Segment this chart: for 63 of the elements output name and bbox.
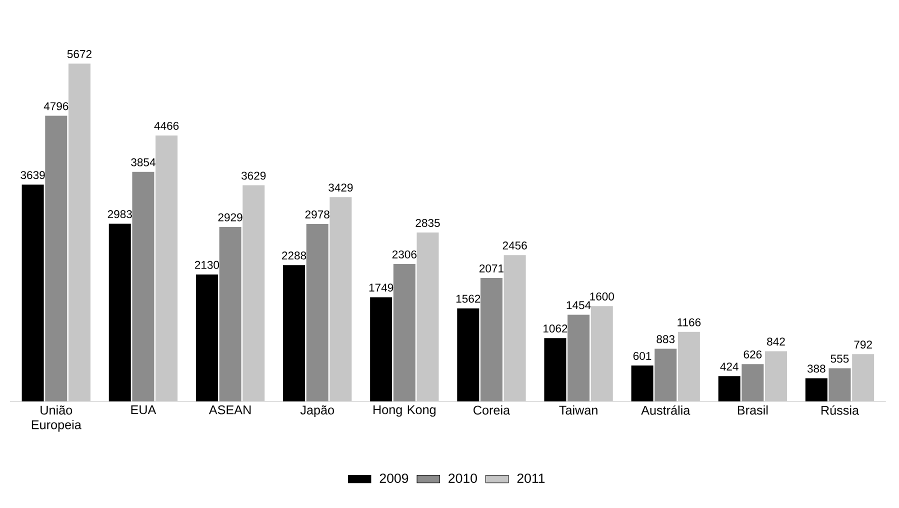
x-tick-label: EUA [131,405,156,414]
legend-label: 2011 [517,474,545,483]
data-label: 3429 [328,184,353,192]
x-tick-label: Hong Kong [374,405,436,417]
data-label: 2071 [479,264,504,272]
data-label: 2835 [416,218,440,227]
data-label: 2983 [108,210,132,218]
bar [22,184,44,402]
data-label: 2929 [218,213,242,222]
data-label: 424 [720,362,738,370]
data-label: 2456 [502,242,527,250]
data-label: 4466 [154,122,179,130]
bar [631,366,654,402]
data-label: 1062 [544,324,568,332]
data-label: 388 [807,364,826,373]
data-label: 2306 [392,250,416,258]
data-label: 842 [767,338,785,346]
bar [742,364,764,402]
bar [393,264,416,402]
data-label: 883 [656,335,675,344]
bar [306,224,328,402]
data-label: 2130 [194,260,220,269]
data-label: 601 [633,352,652,360]
data-label: 1749 [369,284,394,292]
x-tick-label: Brasil [738,405,768,415]
x-tick-label: Austrália [641,405,690,415]
x-tick-label: Japão [300,405,334,418]
bar [805,378,828,402]
data-label: 792 [854,340,872,349]
x-tick-label: Taiwan [559,405,598,415]
bar [654,348,677,402]
data-label: 1454 [566,301,591,310]
bar [132,172,154,402]
bar [718,376,740,402]
data-label: 3639 [20,171,45,180]
bar [568,314,590,402]
data-label: 2978 [305,210,330,218]
data-label: 3854 [131,158,156,166]
bar [45,116,68,402]
bar [219,226,242,402]
legend-label: 2009 [380,474,408,483]
data-label: 1600 [590,292,614,300]
bar [108,224,131,402]
bar [196,274,218,402]
bar [370,297,392,402]
bar [828,368,851,402]
data-label: 5672 [67,50,92,58]
x-tick-label: Coreia [474,405,510,415]
bar [457,308,480,402]
bar [544,338,566,402]
data-label: 2288 [282,252,306,260]
x-tick-label: União Europeia [32,405,82,432]
data-label: 4796 [44,102,68,110]
data-label: 555 [830,354,849,363]
data-label: 626 [744,350,762,358]
data-label: 1166 [678,318,701,326]
legend-label: 2010 [448,474,477,483]
x-tick-label: Rússia [822,405,860,415]
x-tick-label: ASEAN [208,405,251,414]
data-label: 3629 [241,172,266,180]
bar [283,265,306,402]
bar [480,278,502,402]
data-label: 1562 [456,294,480,303]
